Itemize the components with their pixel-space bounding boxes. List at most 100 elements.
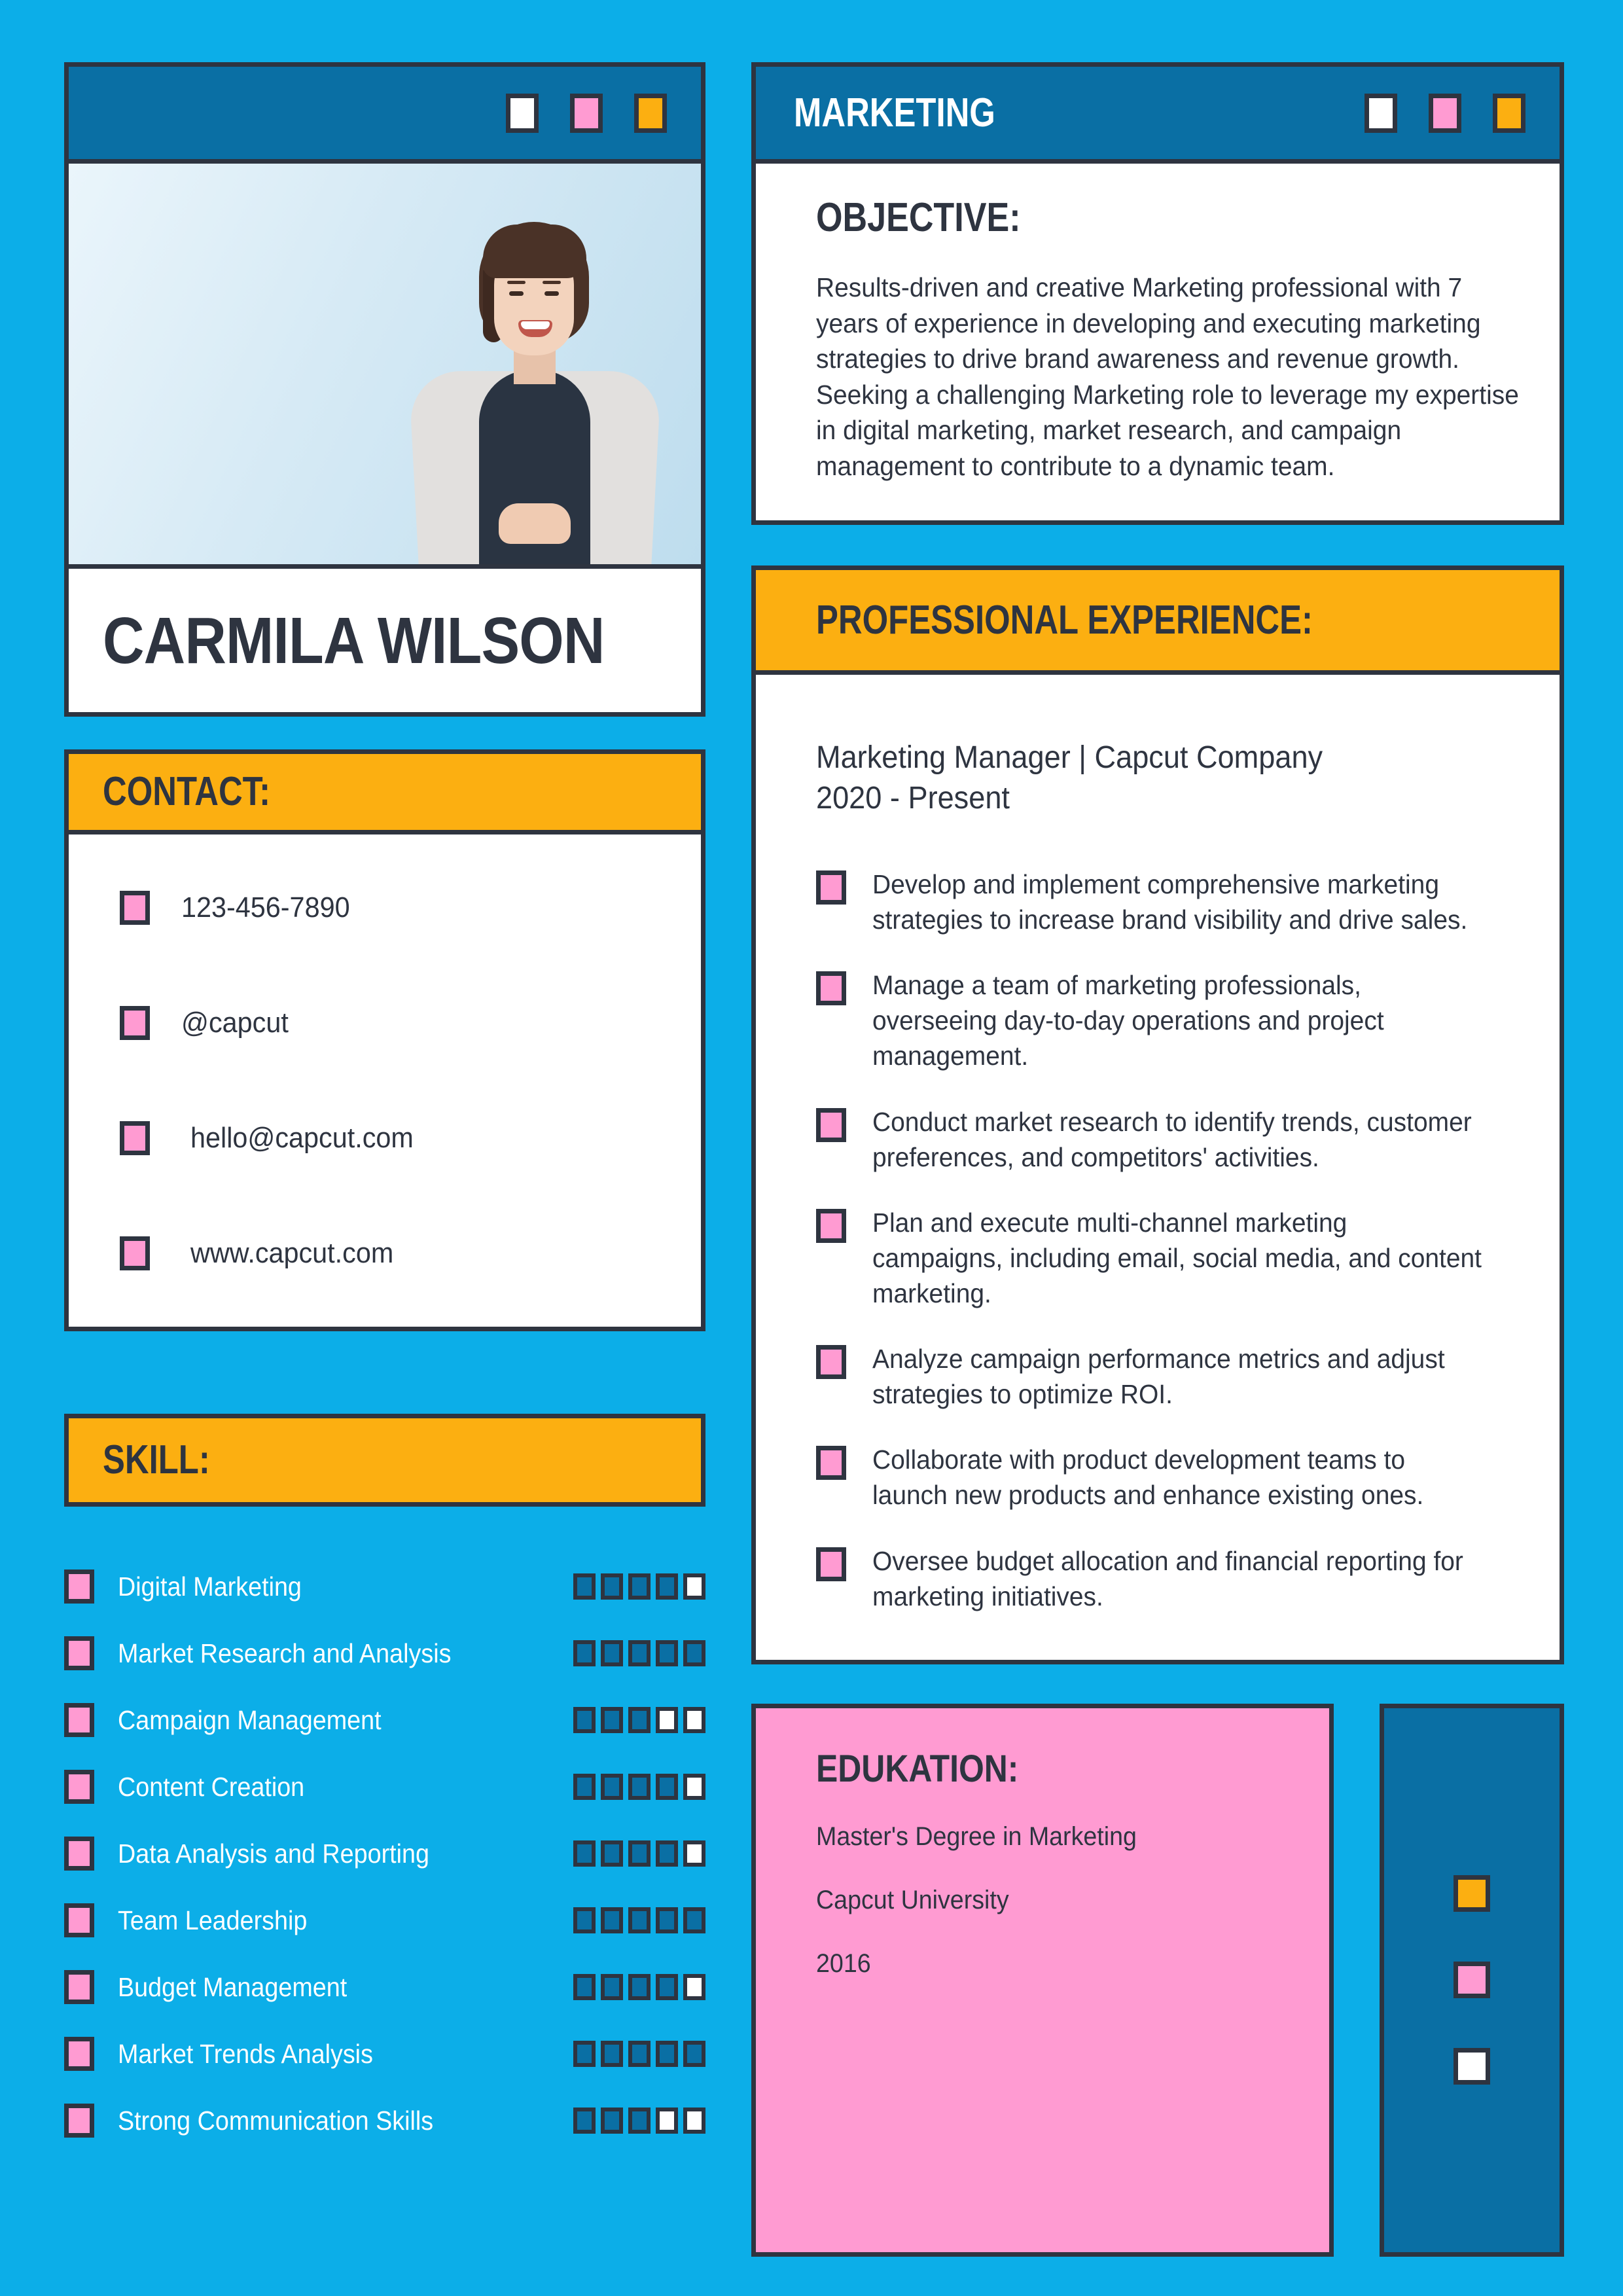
experience-bullet: Plan and execute multi-channel marketing… bbox=[816, 1205, 1514, 1311]
skill-rating bbox=[573, 1640, 705, 1666]
rating-box-filled bbox=[656, 1907, 678, 1933]
right-column: MARKETING OBJECTIVE: Results-driven and … bbox=[751, 62, 1564, 2257]
rating-box-filled bbox=[601, 1840, 623, 1867]
skill-row: Team Leadership bbox=[64, 1903, 705, 1937]
rating-box-filled bbox=[683, 1640, 705, 1666]
skill-bullet-square-icon bbox=[64, 1570, 94, 1604]
rating-box-filled bbox=[601, 2108, 623, 2134]
rating-box-filled bbox=[601, 1640, 623, 1666]
rating-box-filled bbox=[573, 1907, 596, 1933]
skill-bullet-square-icon bbox=[64, 1903, 94, 1937]
rating-box-filled bbox=[601, 1573, 623, 1600]
rating-box-filled bbox=[683, 1907, 705, 1933]
chip-pink-icon bbox=[570, 93, 603, 133]
experience-bullet: Develop and implement comprehensive mark… bbox=[816, 867, 1514, 937]
skill-list: Digital Marketing Market Research and Ana… bbox=[64, 1570, 705, 2138]
experience-body: Marketing Manager | Capcut Company 2020 … bbox=[751, 670, 1564, 1664]
skill-label: Campaign Management bbox=[118, 1704, 382, 1735]
rating-box-filled bbox=[656, 1840, 678, 1867]
rating-box-filled bbox=[656, 1774, 678, 1800]
rating-box-filled bbox=[656, 2041, 678, 2067]
portrait-illustration bbox=[380, 207, 687, 564]
chip-orange-icon bbox=[634, 93, 667, 133]
skill-label: Digital Marketing bbox=[118, 1571, 302, 1602]
rating-box-empty bbox=[656, 1707, 678, 1733]
rating-box-filled bbox=[628, 1573, 651, 1600]
rating-box-filled bbox=[628, 1640, 651, 1666]
experience-bullet-text: Oversee budget allocation and financial … bbox=[872, 1545, 1463, 1611]
objective-heading: OBJECTIVE: bbox=[816, 195, 1021, 240]
rating-box-empty bbox=[656, 2108, 678, 2134]
skill-rating bbox=[573, 1840, 705, 1867]
skill-rating bbox=[573, 2108, 705, 2134]
banner-chip-pink-icon bbox=[1429, 93, 1461, 133]
rating-box-filled bbox=[628, 2108, 651, 2134]
education-degree: Master's Degree in Marketing bbox=[816, 1821, 1137, 1851]
bullet-square-icon bbox=[816, 1547, 846, 1581]
skill-label: Market Trends Analysis bbox=[118, 2038, 373, 2069]
job-dates: 2020 - Present bbox=[816, 780, 1010, 816]
skill-label: Content Creation bbox=[118, 1771, 305, 1802]
profile-photo bbox=[69, 164, 701, 564]
bullet-square-icon bbox=[816, 1345, 846, 1380]
rating-box-filled bbox=[628, 1974, 651, 2000]
profile-name: CARMILA WILSON bbox=[103, 603, 605, 677]
objective-body: OBJECTIVE: Results-driven and creative M… bbox=[751, 159, 1564, 526]
experience-bullet-text: Manage a team of marketing professionals… bbox=[872, 970, 1384, 1071]
skill-row: Budget Management bbox=[64, 1970, 705, 2004]
rating-box-filled bbox=[573, 1840, 596, 1867]
experience-bullet: Oversee budget allocation and financial … bbox=[816, 1543, 1514, 1614]
skill-label: Strong Communication Skills bbox=[118, 2105, 434, 2136]
banner-chip-orange-icon bbox=[1493, 93, 1525, 133]
contact-item-phone[interactable]: 123-456-7890 bbox=[120, 891, 701, 925]
rating-box-empty bbox=[683, 2108, 705, 2134]
contact-heading: CONTACT: bbox=[103, 769, 271, 814]
experience-section: PROFESSIONAL EXPERIENCE: Marketing Manag… bbox=[751, 565, 1564, 1664]
contact-website-value: www.capcut.com bbox=[190, 1237, 394, 1269]
rating-box-filled bbox=[601, 2041, 623, 2067]
experience-bullets: Develop and implement comprehensive mark… bbox=[816, 867, 1514, 1614]
rating-box-filled bbox=[628, 1774, 651, 1800]
skill-label: Market Research and Analysis bbox=[118, 1638, 452, 1668]
experience-bullet-text: Plan and execute multi-channel marketing… bbox=[872, 1207, 1482, 1308]
chip-white-icon bbox=[506, 93, 539, 133]
experience-bullet: Collaborate with product development tea… bbox=[816, 1442, 1514, 1513]
decor-square-pink-icon bbox=[1454, 1962, 1490, 1999]
banner-chip-white-icon bbox=[1364, 93, 1397, 133]
skill-row: Market Trends Analysis bbox=[64, 2037, 705, 2071]
contact-item-email[interactable]: hello@capcut.com bbox=[120, 1121, 701, 1155]
rating-box-filled bbox=[573, 1640, 596, 1666]
skill-label: Budget Management bbox=[118, 1971, 348, 2002]
skill-row: Campaign Management bbox=[64, 1703, 705, 1737]
rating-box-filled bbox=[601, 1907, 623, 1933]
skill-rating bbox=[573, 1907, 705, 1933]
skill-row: Data Analysis and Reporting bbox=[64, 1837, 705, 1871]
rating-box-filled bbox=[628, 1840, 651, 1867]
contact-item-website[interactable]: www.capcut.com bbox=[120, 1236, 701, 1270]
skill-row: Content Creation bbox=[64, 1770, 705, 1804]
rating-box-filled bbox=[573, 1573, 596, 1600]
contact-email-value: hello@capcut.com bbox=[190, 1122, 414, 1154]
skill-bullet-square-icon bbox=[64, 1970, 94, 2004]
rating-box-filled bbox=[628, 1707, 651, 1733]
skill-label: Team Leadership bbox=[118, 1905, 308, 1935]
bullet-square-icon bbox=[816, 971, 846, 1006]
name-plate: CARMILA WILSON bbox=[69, 564, 701, 712]
rating-box-filled bbox=[601, 1974, 623, 2000]
contact-item-social[interactable]: @capcut bbox=[120, 1006, 701, 1040]
rating-box-filled bbox=[656, 1573, 678, 1600]
rating-box-filled bbox=[573, 1774, 596, 1800]
education-school: Capcut University bbox=[816, 1885, 1009, 1914]
experience-bullet: Manage a team of marketing professionals… bbox=[816, 967, 1514, 1073]
contact-social-value: @capcut bbox=[181, 1007, 289, 1039]
skill-row: Market Research and Analysis bbox=[64, 1636, 705, 1670]
rating-box-empty bbox=[683, 1840, 705, 1867]
education-heading: EDUKATION: bbox=[816, 1747, 1019, 1790]
website-square-icon bbox=[120, 1236, 150, 1270]
decorative-square-panel bbox=[1380, 1703, 1564, 2257]
bullet-square-icon bbox=[816, 1208, 846, 1243]
objective-section: MARKETING OBJECTIVE: Results-driven and … bbox=[751, 62, 1564, 526]
bullet-square-icon bbox=[816, 870, 846, 905]
skill-label: Data Analysis and Reporting bbox=[118, 1838, 429, 1869]
